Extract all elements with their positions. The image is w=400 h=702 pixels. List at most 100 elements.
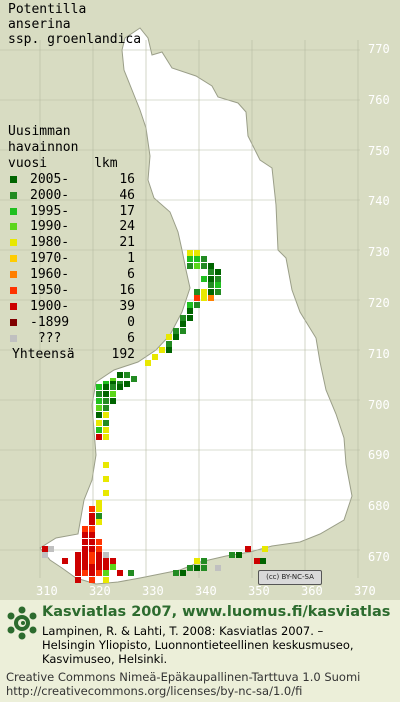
observation-square bbox=[215, 565, 221, 571]
observation-square bbox=[173, 334, 179, 340]
observation-square bbox=[166, 341, 172, 347]
legend-total-label: Yhteensä bbox=[12, 346, 75, 362]
legend-label: 1990- bbox=[30, 219, 70, 235]
observation-square bbox=[166, 334, 172, 340]
observation-square bbox=[201, 276, 207, 282]
legend-heading-3: vuosi lkm bbox=[8, 155, 118, 171]
footer-license-1: Creative Commons Nimeä-Epäkaupallinen-Ta… bbox=[6, 670, 361, 684]
observation-square bbox=[215, 282, 221, 288]
observation-square bbox=[96, 500, 102, 506]
x-tick-label: 310 bbox=[36, 584, 58, 598]
observation-square bbox=[194, 565, 200, 571]
observation-square bbox=[96, 420, 102, 426]
observation-square bbox=[208, 295, 214, 301]
observation-square bbox=[75, 570, 81, 576]
observation-square bbox=[103, 570, 109, 576]
observation-square bbox=[201, 263, 207, 269]
observation-square bbox=[96, 384, 102, 390]
observation-square bbox=[110, 564, 116, 570]
legend-count: 16 bbox=[119, 282, 135, 298]
legend-row: 1960- 6 bbox=[8, 267, 135, 283]
observation-square bbox=[173, 328, 179, 334]
observation-square bbox=[103, 427, 109, 433]
observation-square bbox=[96, 506, 102, 512]
observation-square bbox=[103, 558, 109, 564]
legend-label: -1899 bbox=[30, 314, 70, 330]
legend-count: 24 bbox=[119, 219, 135, 235]
legend-count: 46 bbox=[119, 187, 135, 203]
observation-square bbox=[124, 381, 130, 387]
legend-heading-1: Uusimman bbox=[8, 124, 71, 139]
observation-square bbox=[89, 506, 95, 512]
legend-label: ??? bbox=[30, 330, 62, 346]
observation-square bbox=[96, 391, 102, 397]
species-name-line-3: ssp. groenlandica bbox=[8, 32, 142, 47]
observation-square bbox=[42, 546, 48, 552]
observation-square bbox=[82, 558, 88, 564]
legend-label: 1950- bbox=[30, 282, 70, 298]
legend-label: 1970- bbox=[30, 251, 70, 267]
observation-square bbox=[187, 250, 193, 256]
legend-count: 17 bbox=[119, 203, 135, 219]
distribution-map bbox=[0, 0, 400, 600]
observation-square bbox=[103, 398, 109, 404]
observation-square bbox=[194, 289, 200, 295]
observation-square bbox=[82, 539, 88, 545]
legend-row: -1899 0 bbox=[8, 314, 135, 331]
observation-square bbox=[96, 513, 102, 519]
legend-count: 6 bbox=[127, 267, 135, 283]
cc-icon: (cc) bbox=[266, 573, 282, 581]
legend-count: 0 bbox=[127, 314, 135, 330]
y-tick-label: 760 bbox=[368, 92, 390, 107]
observation-square bbox=[62, 558, 68, 564]
observation-square bbox=[254, 558, 260, 564]
kasviatlas-logo-icon bbox=[7, 606, 37, 640]
observation-square bbox=[131, 376, 137, 382]
observation-square bbox=[89, 546, 95, 552]
legend-swatch bbox=[10, 223, 17, 231]
observation-square bbox=[215, 269, 221, 275]
observation-square bbox=[75, 577, 81, 583]
legend-swatch bbox=[10, 207, 17, 215]
observation-square bbox=[89, 539, 95, 545]
observation-square bbox=[96, 427, 102, 433]
observation-square bbox=[194, 256, 200, 262]
footer-title-link[interactable]: Kasviatlas 2007, www.luomus.fi/kasviatla… bbox=[42, 604, 391, 620]
footer-license-url[interactable]: http://creativecommons.org/licenses/by-n… bbox=[6, 684, 303, 698]
grid-lines bbox=[0, 40, 360, 578]
observation-square bbox=[96, 539, 102, 545]
observation-square bbox=[82, 552, 88, 558]
legend-rows: 2005- 16 2000- 46 1995- 17 1990- 24 1980- 21 1970-… bbox=[8, 171, 135, 347]
legend: Uusimman havainnon vuosi lkm 2005- 16 2000… bbox=[8, 124, 135, 362]
observation-square bbox=[236, 552, 242, 558]
x-tick-label: 320 bbox=[89, 584, 111, 598]
legend-row: 2005- 16 bbox=[8, 171, 135, 188]
observation-square bbox=[89, 513, 95, 519]
legend-swatch bbox=[10, 302, 17, 310]
legend-count: 16 bbox=[119, 171, 135, 187]
species-name-line-1: Potentilla bbox=[8, 2, 87, 17]
observation-square bbox=[110, 384, 116, 390]
observation-square bbox=[208, 276, 214, 282]
legend-heading-2: havainnon bbox=[8, 139, 79, 155]
footer-citation-3: Kasvimuseo, Helsinki. bbox=[42, 652, 168, 666]
observation-square bbox=[103, 552, 109, 558]
observation-square bbox=[187, 256, 193, 262]
legend-row: 1950- 16 bbox=[8, 282, 135, 299]
cc-license-badge[interactable]: (cc) BY-NC-SA bbox=[258, 570, 322, 585]
y-tick-label: 740 bbox=[368, 194, 390, 209]
observation-square bbox=[82, 532, 88, 538]
y-tick-label: 710 bbox=[368, 346, 390, 361]
legend-row: 1990- 24 bbox=[8, 219, 135, 235]
legend-swatch bbox=[10, 286, 17, 294]
observation-square bbox=[103, 384, 109, 390]
legend-row: 1980- 21 bbox=[8, 235, 135, 251]
observation-square bbox=[187, 315, 193, 321]
legend-swatch bbox=[10, 255, 17, 263]
observation-square bbox=[180, 570, 186, 576]
observation-square bbox=[166, 347, 172, 353]
legend-label: 2005- bbox=[30, 171, 70, 187]
observation-square bbox=[180, 321, 186, 327]
observation-square bbox=[208, 263, 214, 269]
observation-square bbox=[180, 328, 186, 334]
